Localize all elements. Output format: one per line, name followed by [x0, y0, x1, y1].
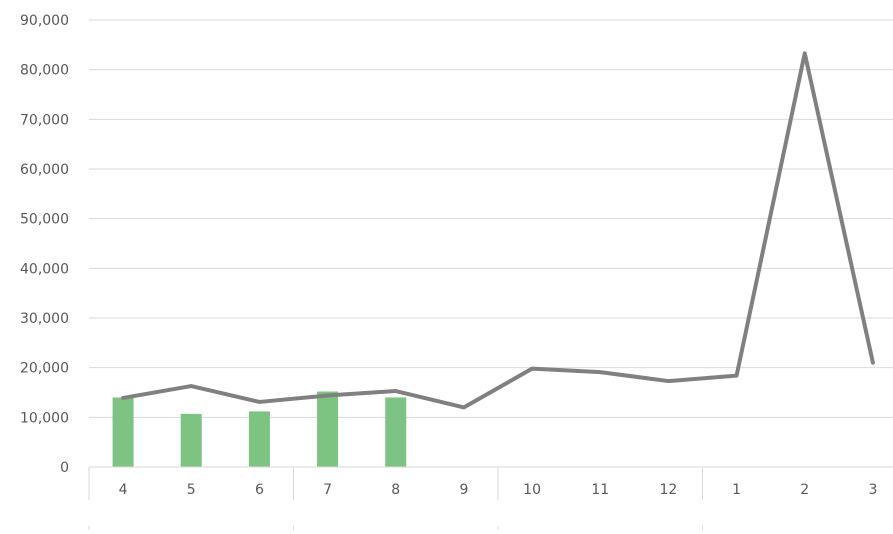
y-tick-label: 20,000 — [20, 361, 69, 377]
x-tick-label: 5 — [187, 482, 196, 498]
y-tick-label: 40,000 — [20, 261, 69, 277]
x-tick-label: 1 — [732, 482, 741, 498]
x-tick-label: 2 — [800, 482, 809, 498]
y-axis-tick-labels: 0 10,000 20,000 30,000 40,000 50,000 60,000 70,… — [20, 13, 69, 476]
x-tick-label: 10 — [523, 482, 541, 498]
x-tick-label: 7 — [323, 482, 332, 498]
x-axis — [89, 467, 893, 530]
bar — [317, 392, 338, 467]
y-tick-label: 90,000 — [20, 13, 69, 29]
x-tick-label: 8 — [391, 482, 400, 498]
y-tick-label: 70,000 — [20, 112, 69, 128]
y-tick-label: 60,000 — [20, 162, 69, 178]
y-tick-label: 0 — [60, 460, 69, 476]
x-tick-label: 9 — [459, 482, 468, 498]
line-series — [123, 53, 873, 407]
y-tick-label: 30,000 — [20, 311, 69, 327]
bar — [385, 397, 406, 467]
bar — [113, 397, 134, 467]
x-tick-label: 6 — [255, 482, 264, 498]
y-tick-label: 80,000 — [20, 63, 69, 79]
x-tick-label: 3 — [868, 482, 877, 498]
bar — [249, 411, 270, 467]
gridlines — [89, 20, 893, 417]
bar — [181, 414, 202, 467]
y-tick-label: 10,000 — [20, 410, 69, 426]
x-tick-label: 12 — [660, 482, 678, 498]
line-path — [123, 53, 873, 407]
y-tick-label: 50,000 — [20, 212, 69, 228]
x-tick-label: 4 — [119, 482, 128, 498]
x-tick-label: 11 — [591, 482, 609, 498]
